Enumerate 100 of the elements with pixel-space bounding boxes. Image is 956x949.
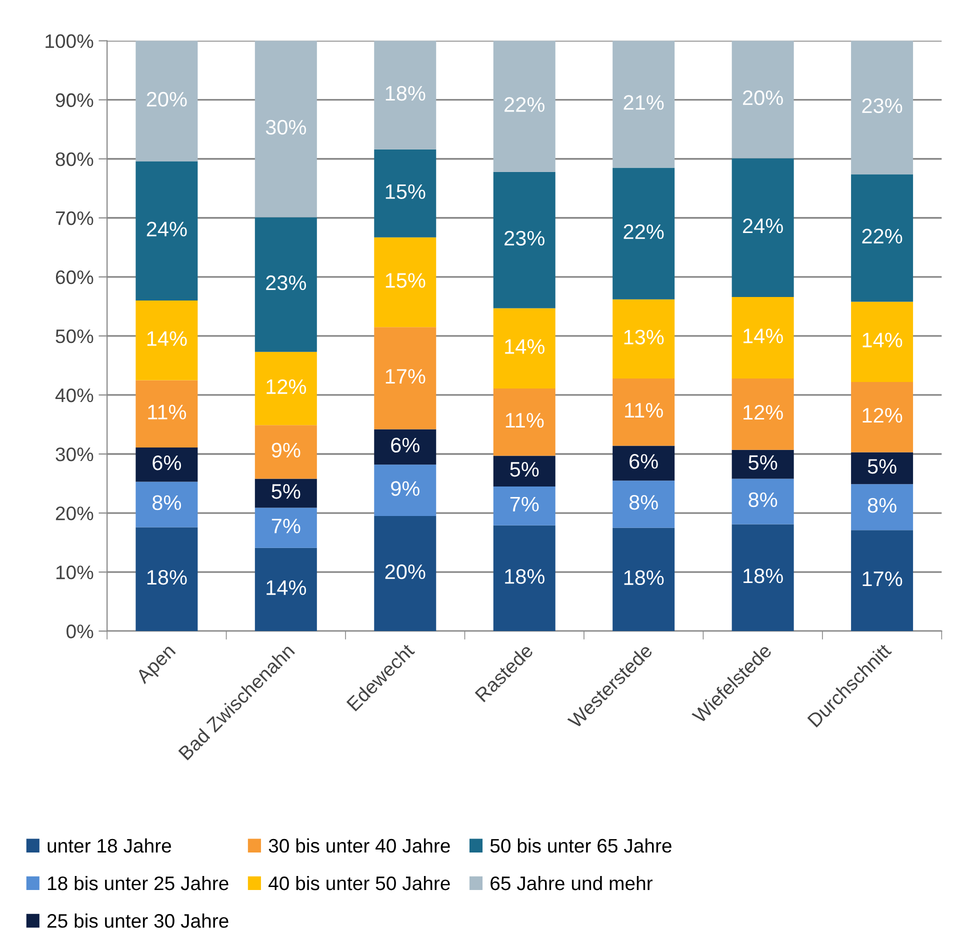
data-label: 23% [862, 98, 902, 114]
bar [493, 456, 556, 486]
data-label: 8% [748, 492, 778, 508]
y-tick-label: 40% [55, 388, 94, 402]
bar [493, 486, 556, 526]
bar [851, 40, 914, 174]
bar [254, 217, 317, 352]
data-label: 22% [624, 224, 664, 240]
bar [254, 478, 317, 508]
data-label: 12% [862, 408, 902, 423]
bar [493, 308, 556, 388]
bar [851, 452, 914, 484]
legend-label: 50 bis unter 65 Jahre [490, 838, 672, 853]
data-label: 8% [868, 498, 896, 513]
bar [374, 40, 436, 150]
bar [136, 482, 198, 528]
data-label: 11% [148, 404, 186, 420]
bar [612, 528, 675, 632]
bar [374, 516, 436, 632]
bar [136, 380, 198, 448]
bar [254, 425, 317, 479]
bar [374, 464, 436, 516]
bar [851, 382, 914, 452]
data-label: 11% [506, 413, 544, 428]
bar [851, 530, 914, 632]
data-label: 18% [386, 86, 426, 101]
bar [732, 40, 794, 158]
data-label: 20% [146, 92, 187, 107]
data-label: 22% [862, 228, 902, 244]
y-tick-label: 80% [56, 152, 94, 166]
y-tick-label: 30% [56, 447, 94, 462]
bar [374, 237, 436, 328]
data-label: 7% [272, 518, 300, 534]
data-label: 14% [266, 580, 306, 595]
bar [732, 158, 794, 297]
bar [732, 296, 794, 378]
data-label: 24% [743, 218, 783, 234]
bar [732, 478, 794, 524]
data-label: 18% [744, 568, 783, 584]
legend-label: 25 bis unter 30 Jahre [47, 914, 228, 928]
bar [136, 527, 198, 632]
bar [851, 302, 914, 382]
bar [254, 352, 317, 426]
data-label: 30% [266, 120, 306, 135]
data-label: 14% [505, 339, 544, 354]
y-tick-label: 70% [56, 211, 94, 226]
data-label: 14% [862, 332, 902, 348]
data-label: 5% [510, 462, 539, 477]
data-label: 18% [624, 570, 664, 586]
legend-label: unter 18 Jahre [48, 838, 172, 853]
data-label: 20% [385, 564, 426, 580]
data-label: 11% [625, 403, 663, 418]
data-label: 6% [152, 455, 181, 470]
bar [612, 168, 675, 300]
bar [732, 450, 794, 479]
bar [374, 429, 436, 465]
y-tick-label: 20% [56, 506, 94, 520]
data-label: 9% [391, 481, 420, 496]
legend-label: 18 bis unter 25 Jahre [48, 876, 228, 890]
data-label: 9% [272, 442, 300, 458]
bar [612, 378, 675, 446]
data-label: 15% [386, 273, 426, 288]
bar [851, 174, 914, 302]
data-label: 18% [147, 570, 187, 585]
bar [136, 161, 198, 301]
bar [493, 40, 556, 172]
legend-label: 65 Jahre und mehr [490, 876, 653, 890]
data-label: 23% [504, 230, 544, 246]
bar [732, 378, 794, 450]
data-label: 5% [272, 484, 300, 499]
data-label: 14% [147, 331, 187, 346]
data-label: 24% [146, 222, 187, 236]
y-tick-label: 90% [56, 93, 94, 108]
bar [612, 446, 675, 481]
bar [374, 327, 436, 430]
data-label: 7% [510, 496, 539, 512]
bar [612, 480, 675, 528]
data-label: 14% [744, 328, 783, 344]
bar [493, 388, 556, 456]
bar [254, 508, 317, 548]
legend-label: 30 bis unter 40 Jahre [268, 838, 450, 853]
bar [374, 149, 436, 238]
bar [612, 299, 675, 378]
data-label: 8% [152, 495, 181, 510]
bar [493, 525, 556, 632]
data-label: 17% [862, 572, 902, 586]
bar [254, 548, 317, 632]
data-label: 12% [744, 405, 783, 420]
data-label: 12% [266, 379, 306, 394]
bar [612, 40, 675, 168]
y-tick-label: 10% [56, 566, 94, 580]
data-label: 23% [266, 275, 306, 290]
data-label: 5% [748, 455, 778, 470]
data-label: 17% [386, 369, 426, 384]
y-tick-label: 50% [56, 329, 94, 344]
data-label: 22% [504, 97, 544, 112]
data-label: 6% [630, 454, 658, 469]
data-label: 21% [624, 95, 664, 110]
data-label: 8% [629, 495, 658, 510]
data-label: 13% [624, 330, 664, 344]
